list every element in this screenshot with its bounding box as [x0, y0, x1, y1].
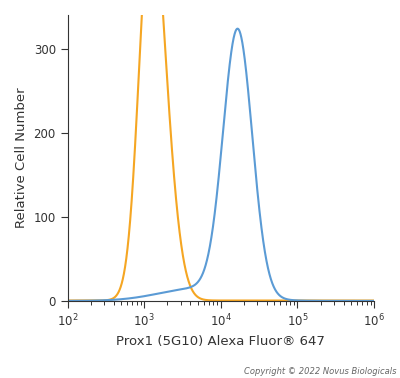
- X-axis label: Prox1 (5G10) Alexa Fluor® 647: Prox1 (5G10) Alexa Fluor® 647: [116, 335, 325, 348]
- Text: Copyright © 2022 Novus Biologicals: Copyright © 2022 Novus Biologicals: [244, 367, 396, 376]
- Y-axis label: Relative Cell Number: Relative Cell Number: [15, 88, 28, 228]
